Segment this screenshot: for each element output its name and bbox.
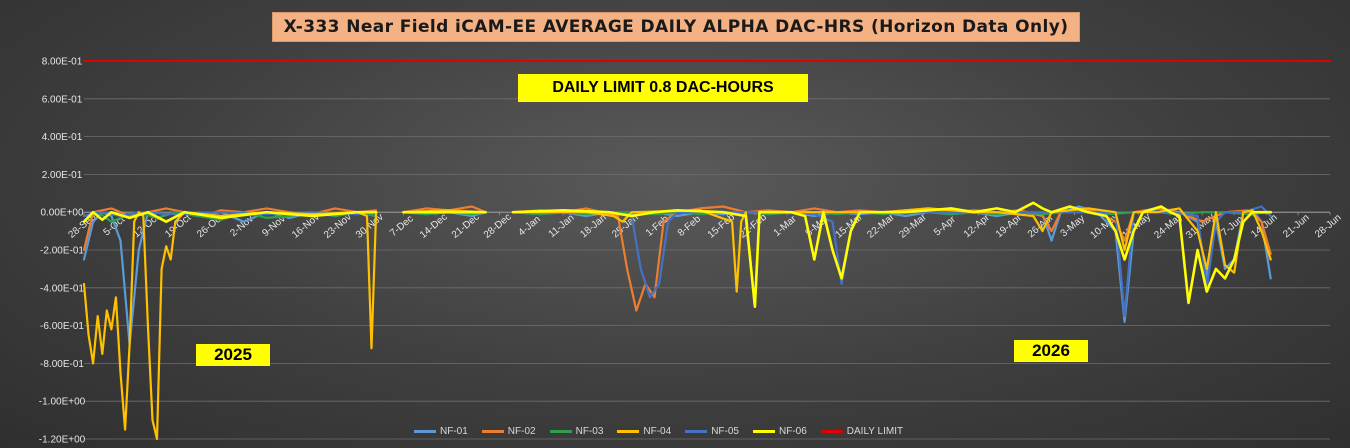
y-tick-label: 6.00E-01: [42, 94, 83, 105]
series-line-nf-05: [82, 205, 1272, 318]
x-tick-label: 22-Mar: [865, 211, 897, 240]
y-tick-label: 4.00E-01: [42, 132, 83, 143]
x-tick-label: 5-Apr: [932, 214, 958, 239]
legend-label: DAILY LIMIT: [846, 425, 904, 437]
daily-limit-annotation: DAILY LIMIT 0.8 DAC-HOURS: [518, 74, 808, 102]
legend-swatch: [685, 429, 708, 433]
x-tick-label: 11-Jan: [547, 212, 577, 240]
legend-label: NF-03: [575, 425, 604, 437]
series-line-nf-04: [82, 207, 1272, 441]
legend-label: NF-04: [643, 425, 672, 437]
x-tick-label: 14-Dec: [418, 212, 450, 241]
x-tick-label: 21-Jun: [1281, 212, 1311, 240]
chart-title: X-333 Near Field iCAM-EE AVERAGE DAILY A…: [272, 12, 1080, 42]
series-line-nf-06: [82, 201, 1272, 308]
legend-item-nf-06[interactable]: NF-06: [752, 425, 807, 437]
y-tick-label: -6.00E-01: [40, 321, 84, 332]
legend-swatch: [549, 429, 572, 433]
legend-swatch: [617, 429, 640, 433]
year-2026-annotation: 2026: [1014, 340, 1088, 362]
year-2025-annotation: 2025: [196, 344, 270, 366]
y-tick-label: 2.00E-01: [42, 170, 83, 181]
x-tick-label: 12-Apr: [962, 212, 993, 240]
legend-label: NF-02: [507, 425, 536, 437]
y-tick-label: -8.00E-01: [40, 359, 84, 370]
y-tick-label: -4.00E-01: [40, 283, 84, 294]
series-line-nf-02: [82, 205, 1272, 312]
chart-legend: NF-01 NF-02 NF-03 NF-04 NF-05 NF-06 DAIL…: [414, 423, 903, 439]
x-tick-label: 28-Dec: [482, 212, 514, 241]
legend-swatch: [481, 429, 504, 433]
x-tick-label: 30-Nov: [354, 212, 386, 241]
y-tick-label: -2.00E-01: [40, 246, 84, 257]
legend-item-nf-04[interactable]: NF-04: [617, 426, 671, 437]
x-tick-label: 4-Jan: [517, 214, 543, 239]
legend-swatch: [752, 429, 775, 433]
x-tick-label: 8-Feb: [676, 213, 703, 238]
legend-swatch: [820, 429, 843, 433]
x-tick-label: 7-Dec: [388, 213, 416, 239]
legend-label: NF-05: [711, 425, 739, 437]
y-tick-label: -1.00E+00: [39, 397, 86, 408]
legend-item-nf-03[interactable]: NF-03: [549, 425, 604, 437]
y-tick-label: 8.00E-01: [42, 57, 83, 68]
x-tick-label: 3-May: [1059, 213, 1087, 239]
x-tick-label: 1-Mar: [772, 213, 800, 239]
x-tick-label: 28-Jun: [1313, 212, 1343, 240]
series-line-nf-01: [82, 205, 1272, 346]
legend-item-nf-01[interactable]: NF-01: [414, 426, 468, 437]
legend-label: NF-06: [778, 425, 807, 437]
legend-label: NF-01: [440, 425, 468, 437]
y-tick-label: -1.20E+00: [39, 435, 86, 446]
y-tick-label: 0.00E+00: [40, 208, 84, 219]
legend-item-nf-02[interactable]: NF-02: [481, 425, 536, 437]
legend-item-daily-limit[interactable]: DAILY LIMIT: [820, 425, 904, 437]
legend-item-nf-05[interactable]: NF-05: [685, 426, 739, 437]
legend-swatch: [414, 429, 436, 433]
